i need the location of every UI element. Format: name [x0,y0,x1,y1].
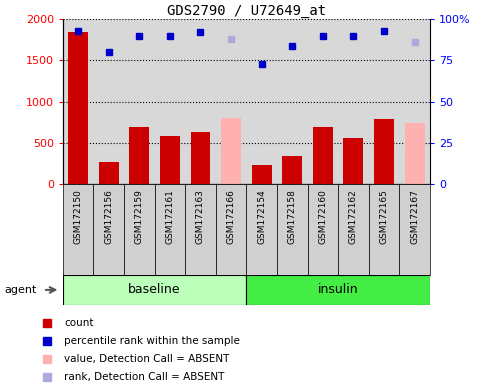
Bar [338,184,369,275]
Bar [129,127,149,184]
Text: rank, Detection Call = ABSENT: rank, Detection Call = ABSENT [64,371,225,382]
Text: baseline: baseline [128,283,181,296]
Bar [63,275,246,305]
Bar [277,184,308,275]
Text: agent: agent [5,285,37,295]
Text: GSM172167: GSM172167 [410,189,419,244]
Text: insulin: insulin [318,283,358,296]
Bar [63,184,93,275]
Bar [93,184,124,275]
Bar [308,184,338,275]
Text: GSM172163: GSM172163 [196,189,205,244]
Text: GSM172165: GSM172165 [380,189,388,244]
Bar [246,275,430,305]
Bar [399,184,430,275]
Text: GSM172150: GSM172150 [73,189,83,244]
Bar [282,156,302,184]
Bar [252,166,271,184]
Text: GSM172159: GSM172159 [135,189,144,244]
Bar [160,136,180,184]
Bar [99,162,119,184]
Bar [124,184,155,275]
Bar [185,184,216,275]
Bar [221,118,241,184]
Text: GSM172160: GSM172160 [318,189,327,244]
Text: GSM172154: GSM172154 [257,189,266,243]
Bar [405,123,425,184]
Bar [246,184,277,275]
Title: GDS2790 / U72649_at: GDS2790 / U72649_at [167,4,326,18]
Text: count: count [64,318,94,328]
Text: GSM172158: GSM172158 [288,189,297,244]
Text: GSM172166: GSM172166 [227,189,236,244]
Bar [313,127,333,184]
Text: GSM172156: GSM172156 [104,189,113,244]
Text: value, Detection Call = ABSENT: value, Detection Call = ABSENT [64,354,229,364]
Bar [155,184,185,275]
Bar [374,119,394,184]
Bar [369,184,399,275]
Bar [68,31,88,184]
Bar [190,132,211,184]
Bar [216,184,246,275]
Text: GSM172162: GSM172162 [349,189,358,243]
Text: GSM172161: GSM172161 [165,189,174,244]
Bar [343,138,363,184]
Text: percentile rank within the sample: percentile rank within the sample [64,336,240,346]
